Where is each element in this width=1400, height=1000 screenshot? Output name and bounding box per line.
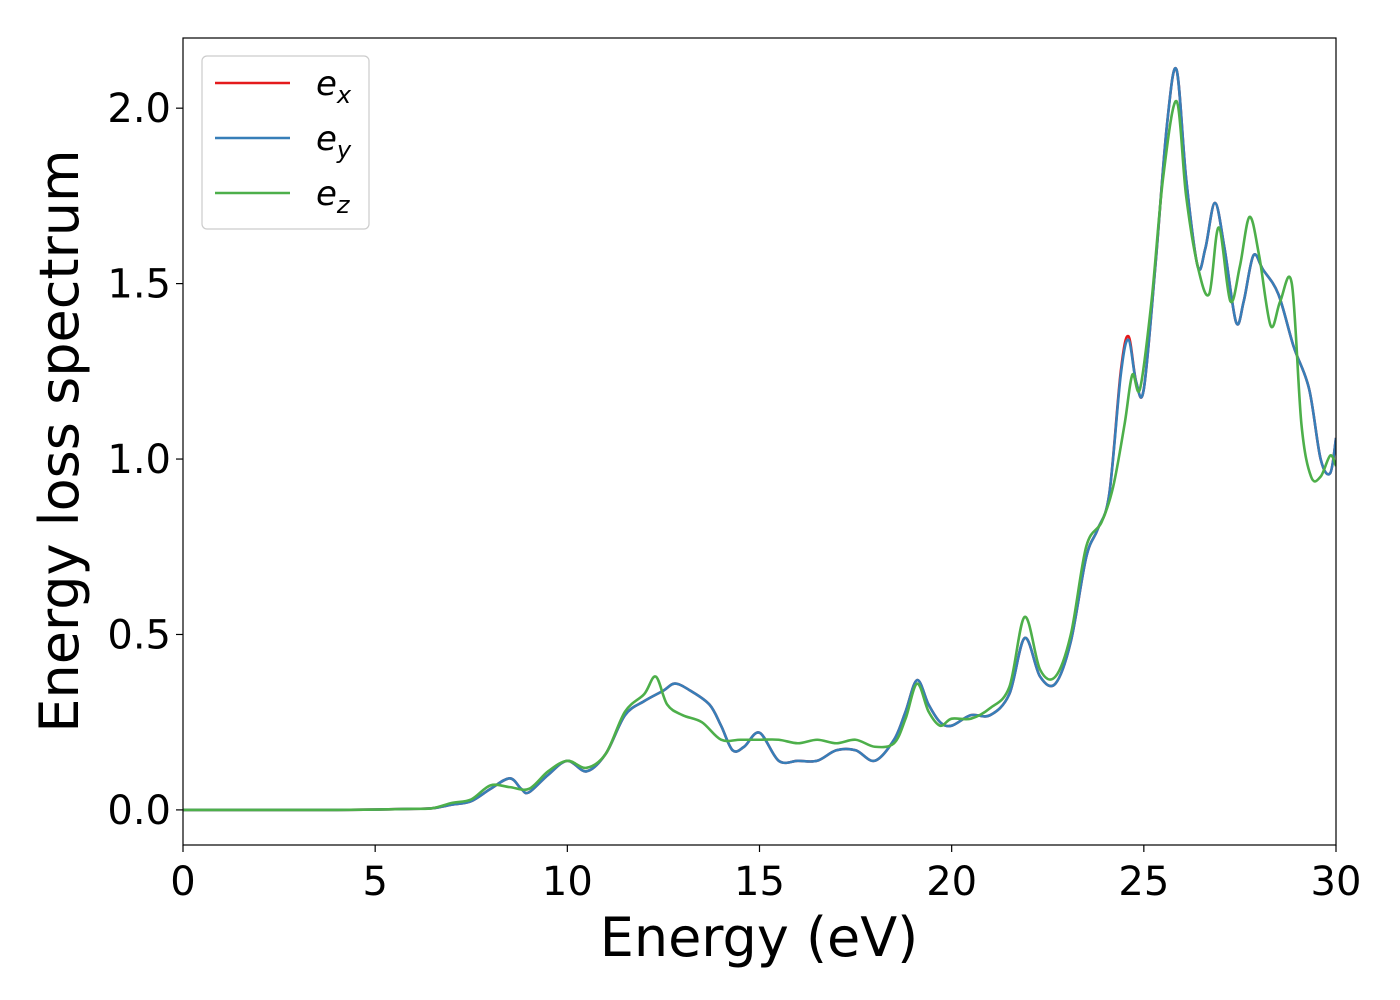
y-tick-label: 2.0 — [107, 86, 171, 132]
y-axis-ticks: 0.0 0.5 1.0 1.5 2.0 — [107, 86, 183, 834]
x-tick-label: 10 — [542, 859, 593, 905]
y-tick-label: 1.0 — [107, 437, 171, 483]
legend-box — [201, 55, 370, 230]
x-tick-label: 15 — [734, 859, 785, 905]
x-axis-label: Energy (eV) — [600, 906, 919, 969]
x-tick-label: 5 — [362, 859, 387, 905]
series-line-z — [183, 99, 1336, 812]
legend: ex ey ez — [201, 55, 370, 230]
y-tick-label: 0.5 — [107, 612, 171, 658]
plot-lines — [183, 66, 1336, 812]
y-tick-label: 0.0 — [107, 788, 171, 834]
legend-label-x: ex — [316, 64, 352, 109]
legend-label-z: ez — [316, 174, 351, 219]
x-tick-label: 20 — [926, 859, 977, 905]
y-tick-label: 1.5 — [107, 262, 171, 308]
x-tick-label: 25 — [1118, 859, 1169, 905]
series-line-y — [183, 66, 1336, 812]
x-tick-label: 0 — [170, 859, 195, 905]
x-axis-ticks: 0 5 10 15 20 25 30 — [170, 845, 1361, 905]
x-tick-label: 30 — [1311, 859, 1362, 905]
y-axis-label: Energy loss spectrum — [28, 149, 91, 732]
legend-label-y: ey — [316, 119, 352, 164]
